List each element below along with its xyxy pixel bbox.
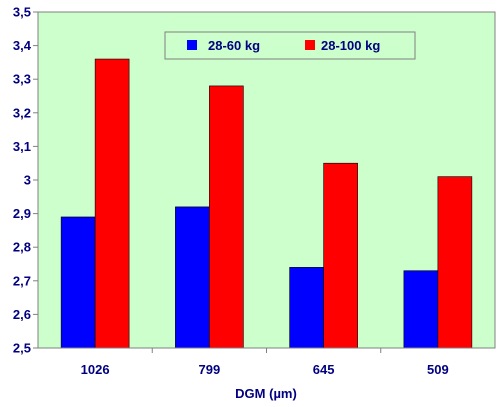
x-tick-label: 509	[427, 362, 449, 377]
legend-swatch-28-100	[305, 40, 315, 50]
x-tick-label: 1026	[81, 362, 110, 377]
legend-label-28-100: 28-100 kg	[321, 38, 380, 53]
y-axis-ticks: 2,5 2,6 2,7 2,8 2,9 3 3,1 3,2 3,3 3,4 3,5	[13, 5, 38, 356]
legend-label-28-60: 28-60 kg	[208, 38, 260, 53]
bar-28-60-645	[289, 267, 324, 349]
y-tick-label: 3,2	[13, 105, 31, 120]
x-tick-label: 645	[313, 362, 335, 377]
legend-box	[164, 31, 416, 60]
y-tick-label: 3	[24, 173, 31, 188]
bar-28-100-645	[323, 162, 358, 349]
legend-swatch-28-60	[187, 40, 197, 50]
y-tick-label: 2,5	[13, 341, 31, 356]
bar-28-100-1026	[94, 58, 130, 349]
y-tick-label: 2,6	[13, 307, 31, 322]
x-axis-ticks: 1026 799 645 509	[81, 348, 449, 377]
y-tick-label: 2,8	[13, 240, 31, 255]
y-tick-label: 3,1	[13, 139, 31, 154]
y-tick-label: 3,5	[13, 5, 31, 20]
y-tick-label: 3,3	[13, 72, 31, 87]
bar-28-100-509	[437, 176, 473, 349]
bar-28-60-1026	[60, 216, 96, 349]
bar-28-60-509	[403, 270, 439, 349]
legend: 28-60 kg 28-100 kg	[164, 31, 416, 60]
bars	[60, 58, 473, 349]
y-tick-label: 2,7	[13, 273, 31, 288]
bar-28-60-799	[175, 206, 210, 349]
y-tick-label: 2,9	[13, 206, 31, 221]
x-tick-label: 799	[199, 362, 221, 377]
y-tick-label: 3,4	[13, 38, 32, 53]
x-axis-title: DGM (µm)	[235, 386, 297, 401]
bar-28-100-799	[209, 85, 244, 349]
